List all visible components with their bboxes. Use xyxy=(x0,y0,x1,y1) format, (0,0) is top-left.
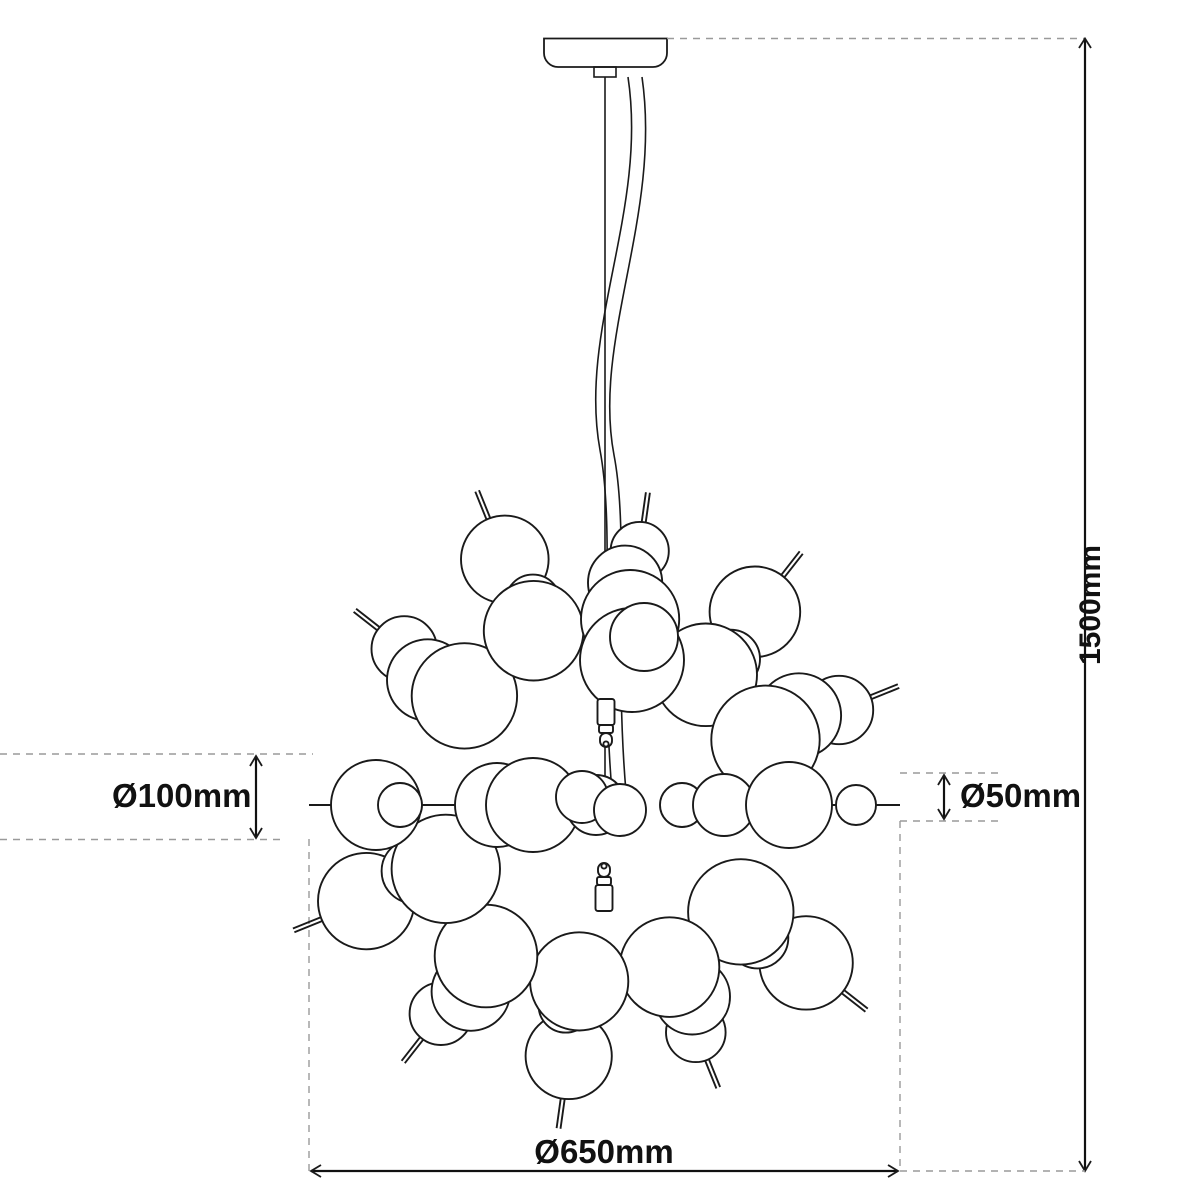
svg-text:1500mm: 1500mm xyxy=(1074,545,1107,665)
svg-text:Ø50mm: Ø50mm xyxy=(960,777,1081,814)
svg-text:Ø650mm: Ø650mm xyxy=(534,1133,673,1170)
svg-text:Ø100mm: Ø100mm xyxy=(112,777,251,814)
